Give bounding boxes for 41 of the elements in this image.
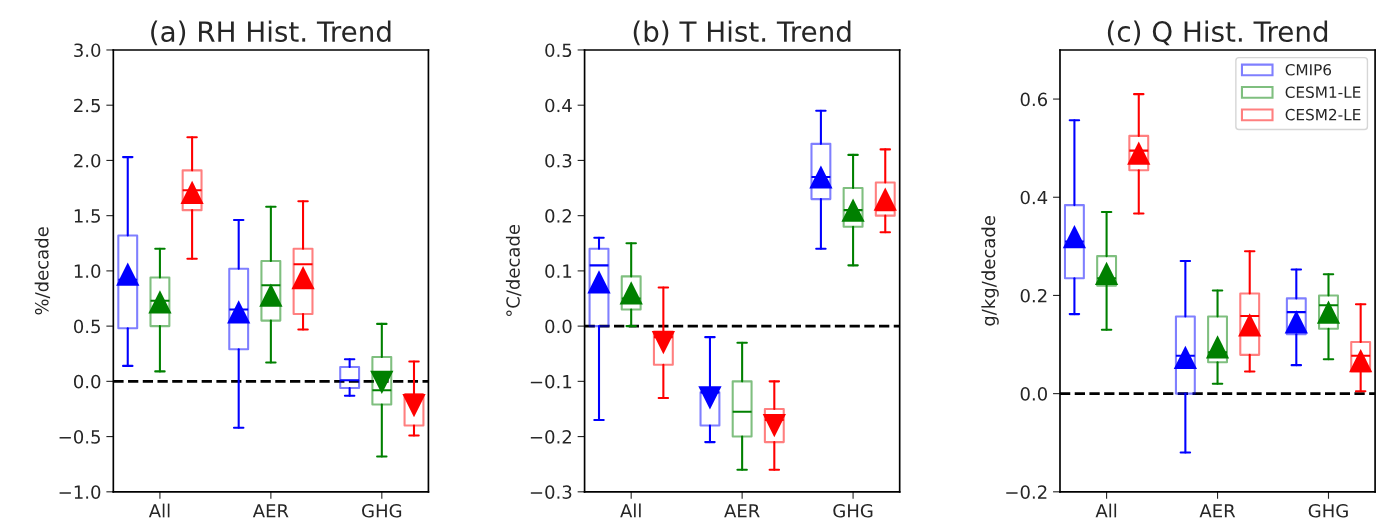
y-tick-label: 0.2 [545, 209, 571, 223]
y-tick-label: 1.5 [74, 209, 100, 223]
legend-label: CESM2-LE [1285, 108, 1361, 121]
x-tick-label: All [1095, 503, 1117, 518]
y-tick-label: 0.2 [1020, 288, 1047, 303]
y-tick-label: 0.4 [545, 98, 572, 113]
y-tick-label: 2.0 [74, 153, 101, 168]
y-axis-title: %/decade [34, 227, 51, 315]
x-tick-label: GHG [1308, 503, 1348, 518]
x-tick-label: AER [724, 504, 760, 518]
x-tick-label: AER [252, 504, 289, 518]
y-tick-label: 1.0 [74, 264, 101, 279]
legend-label: CMIP6 [1285, 63, 1332, 76]
y-tick-label: −0.1 [530, 374, 572, 389]
x-tick-label: AER [1199, 504, 1236, 518]
y-tick-label: 0.3 [545, 153, 572, 168]
legend-label: CESM1-LE [1285, 86, 1361, 98]
y-tick-label: 0.5 [74, 319, 100, 334]
y-tick-label: −0.2 [530, 430, 571, 444]
y-tick-label: 0.0 [1020, 387, 1047, 401]
chart-title: (b) T Hist. Trend [633, 20, 851, 46]
y-tick-label: 0.5 [545, 43, 572, 58]
y-tick-label: 0.1 [545, 264, 572, 279]
x-tick-label: All [148, 503, 170, 518]
y-tick-label: −0.3 [530, 485, 572, 499]
y-tick-label: 2.5 [74, 98, 100, 113]
y-tick-label: −1.0 [59, 485, 101, 499]
chart-title: (a) RH Hist. Trend [151, 20, 391, 46]
y-tick-label: −0.5 [59, 430, 100, 444]
x-tick-label: All [620, 503, 641, 518]
y-axis-title: °C/decade [505, 224, 522, 317]
x-tick-label: GHG [833, 503, 873, 518]
y-axis-title: g/kg/decade [981, 216, 999, 326]
y-tick-label: 0.0 [74, 374, 101, 389]
y-tick-label: 0.4 [1020, 190, 1048, 205]
chart-title: (c) Q Hist. Trend [1107, 20, 1328, 46]
y-tick-label: 0.6 [1020, 92, 1048, 107]
x-tick-label: GHG [362, 503, 402, 518]
y-tick-label: −0.2 [1006, 485, 1047, 499]
y-tick-label: 3.0 [74, 43, 101, 58]
y-tick-label: 0.0 [545, 319, 572, 334]
